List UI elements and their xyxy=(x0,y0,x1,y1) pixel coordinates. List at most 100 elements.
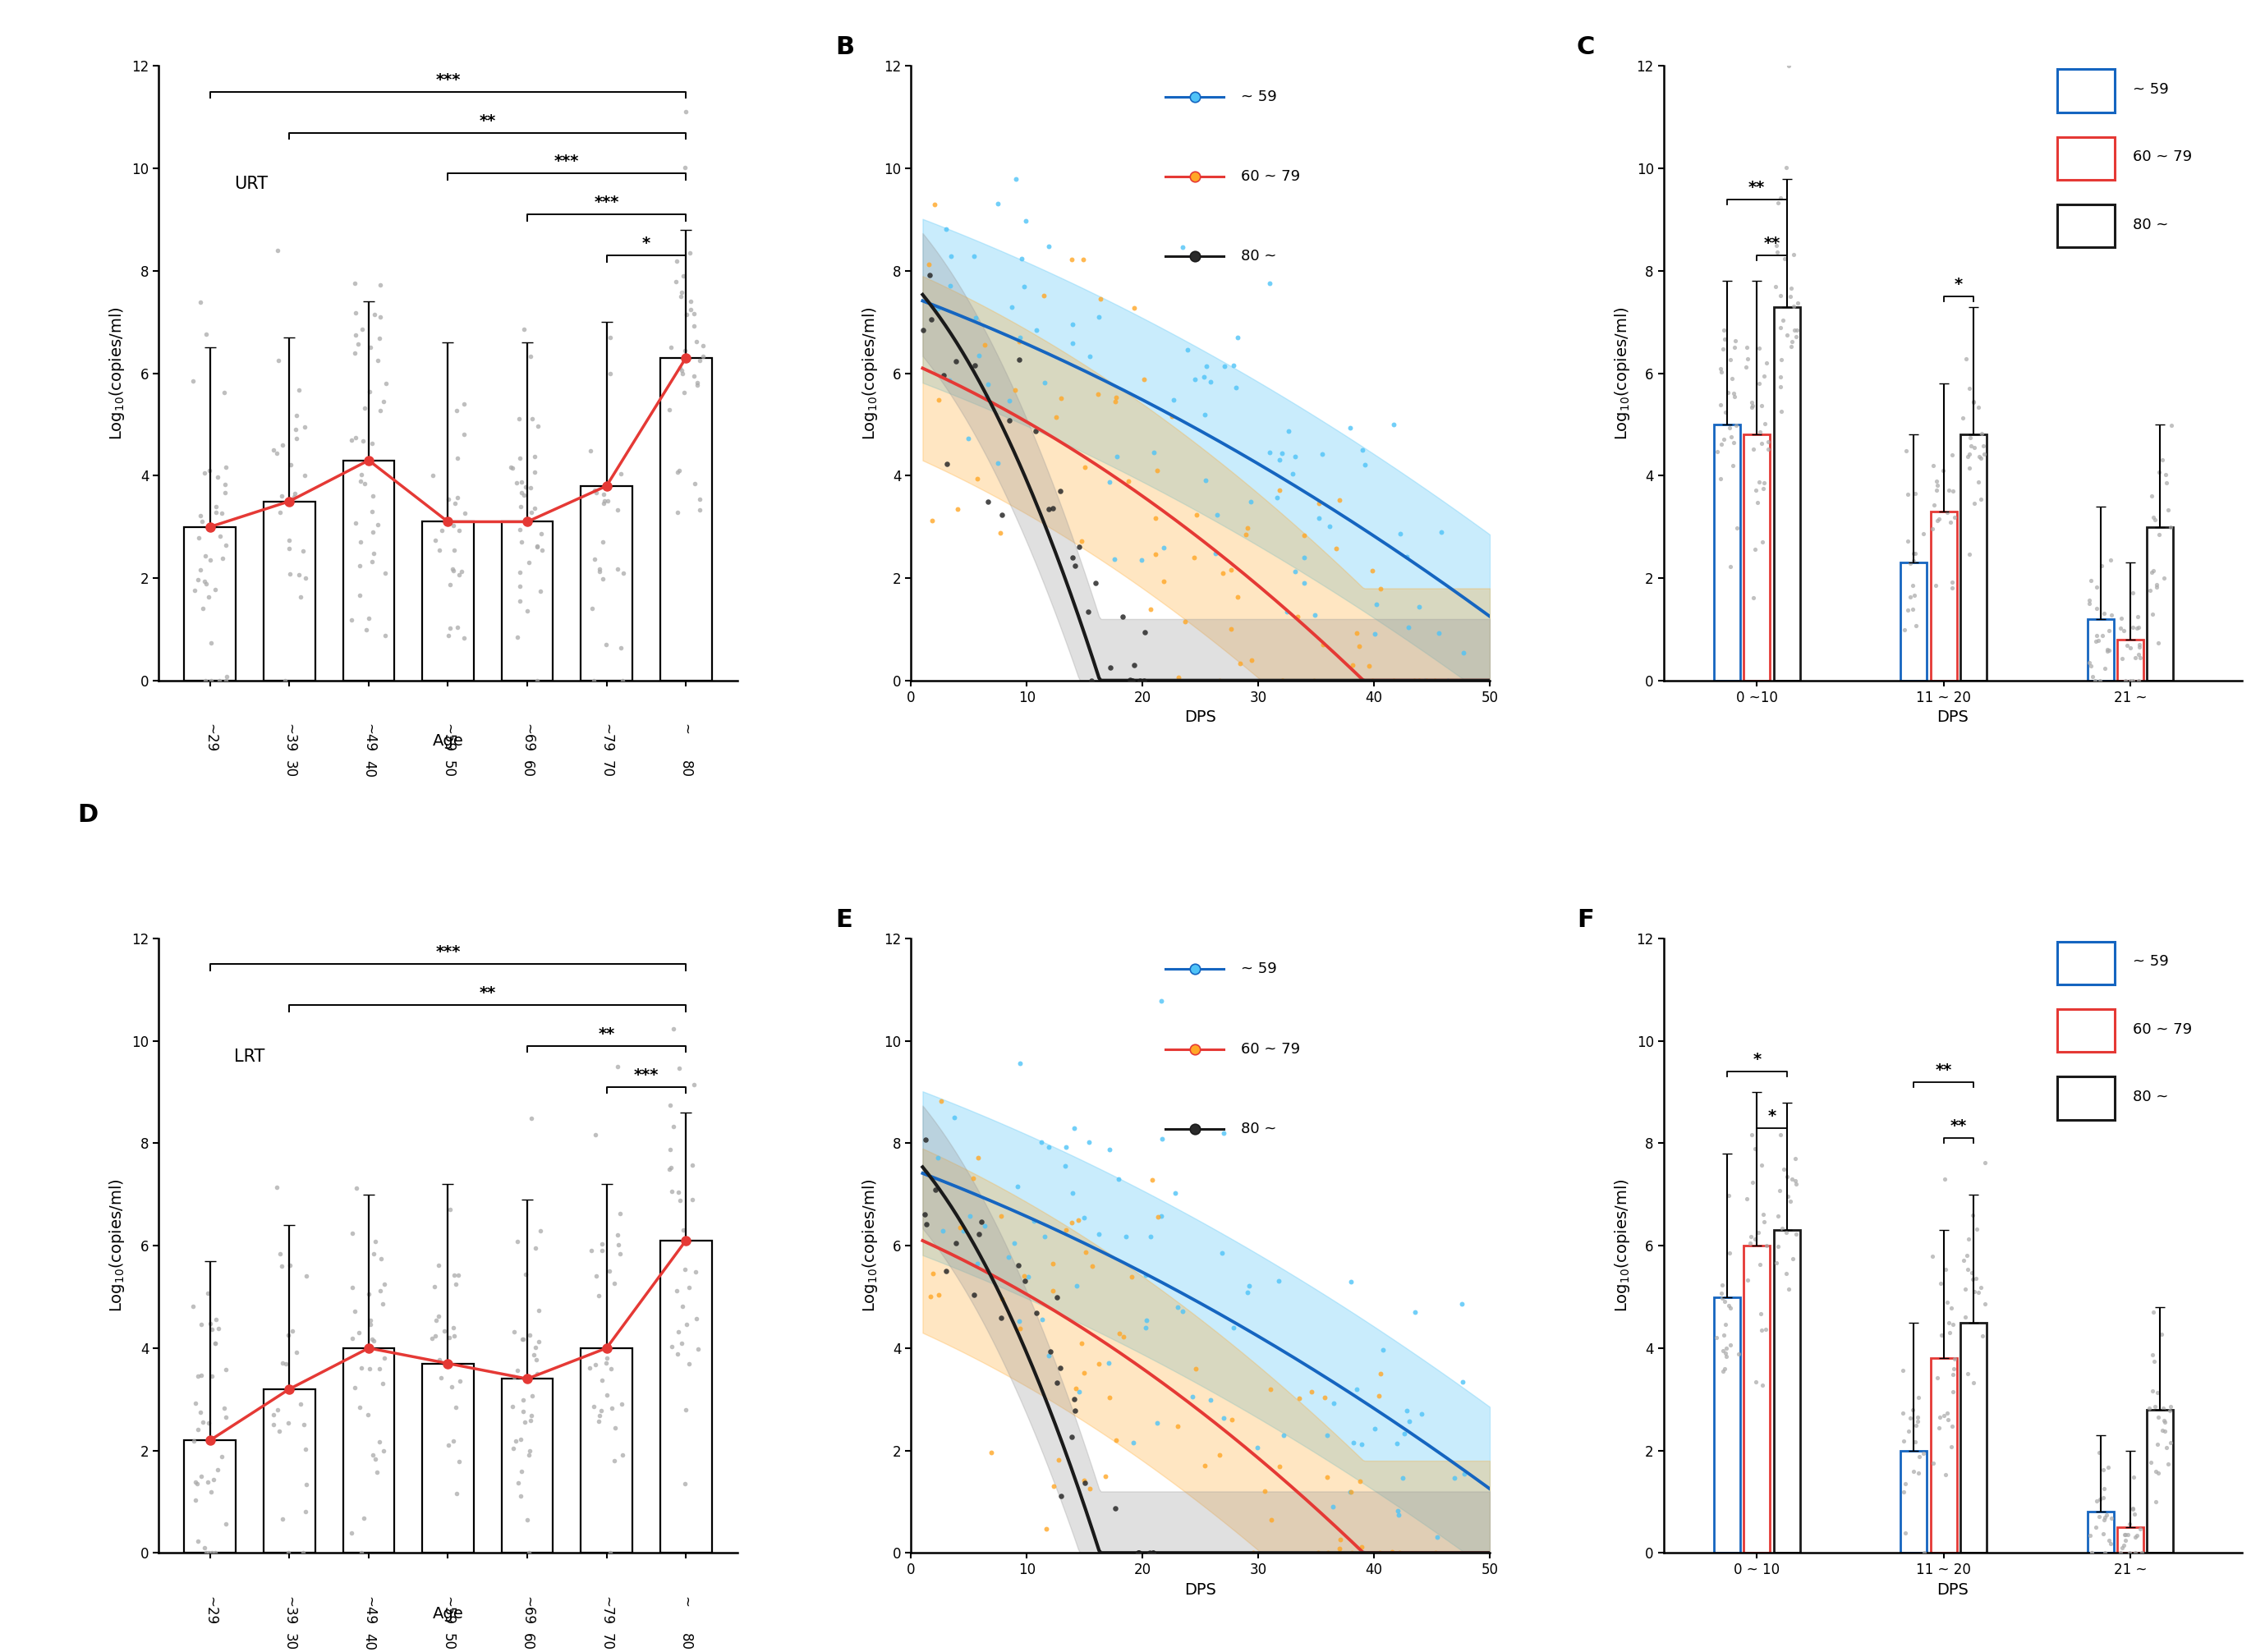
Point xyxy=(967,1213,1003,1239)
Point xyxy=(265,431,301,458)
Point xyxy=(1348,669,1384,695)
Y-axis label: Log$_{10}$(copies/ml): Log$_{10}$(copies/ml) xyxy=(109,1180,127,1312)
Point xyxy=(362,325,399,352)
Point xyxy=(270,1322,306,1348)
Point xyxy=(1712,425,1749,451)
Point xyxy=(1445,1460,1481,1487)
Point xyxy=(1375,411,1411,438)
Point xyxy=(1123,669,1160,695)
Point xyxy=(1762,1122,1798,1148)
Point xyxy=(668,99,704,126)
Point xyxy=(1015,669,1051,695)
Point xyxy=(1896,540,1932,567)
Point xyxy=(202,1315,238,1341)
Point xyxy=(181,1528,217,1555)
Point xyxy=(1961,1274,1998,1300)
Point xyxy=(1950,1226,1986,1252)
Point xyxy=(1114,1429,1151,1455)
Point xyxy=(1701,466,1737,492)
Point xyxy=(1015,1543,1051,1569)
Point xyxy=(1010,1264,1046,1290)
Point xyxy=(1730,1267,1767,1294)
Point xyxy=(342,582,378,608)
Point xyxy=(342,1355,378,1381)
Point xyxy=(1345,1540,1382,1566)
Point xyxy=(917,192,954,218)
Point xyxy=(1388,1398,1425,1424)
Point xyxy=(1144,988,1180,1014)
Bar xyxy=(1959,1323,1986,1553)
Point xyxy=(1137,540,1173,567)
Point xyxy=(193,1310,229,1336)
Bar xyxy=(263,501,315,681)
Point xyxy=(362,1356,399,1383)
Point xyxy=(2122,634,2159,661)
Point xyxy=(1950,1256,1986,1282)
Point xyxy=(1194,1386,1230,1412)
Point xyxy=(994,294,1031,320)
Text: LRT: LRT xyxy=(233,1049,265,1064)
Point xyxy=(362,396,399,423)
Point xyxy=(2134,1341,2170,1368)
Point xyxy=(1053,1424,1089,1450)
Point xyxy=(349,1403,385,1429)
Text: ~69: ~69 xyxy=(521,1596,535,1624)
Point xyxy=(2136,504,2172,530)
Point xyxy=(1067,454,1103,481)
Point xyxy=(523,537,559,563)
Point xyxy=(265,1505,301,1531)
Point xyxy=(1712,553,1749,580)
Point xyxy=(1001,324,1037,350)
Point xyxy=(1905,1540,1941,1566)
Point xyxy=(1300,491,1336,517)
Point xyxy=(1250,271,1287,297)
Point xyxy=(974,1439,1010,1465)
Point xyxy=(1031,1133,1067,1160)
Point xyxy=(512,550,548,577)
Point xyxy=(514,1403,550,1429)
Text: 60: 60 xyxy=(521,1632,535,1650)
Point xyxy=(1749,1232,1785,1259)
Point xyxy=(1710,1183,1746,1209)
Point xyxy=(1758,274,1794,301)
Point xyxy=(2070,586,2106,613)
Point xyxy=(417,1323,453,1350)
Point xyxy=(1751,436,1787,463)
Point xyxy=(2077,667,2113,694)
Point xyxy=(1719,1340,1755,1366)
Point xyxy=(589,631,625,657)
Point xyxy=(347,1505,383,1531)
Point xyxy=(1112,667,1148,694)
Point xyxy=(1264,667,1300,694)
Point xyxy=(1925,458,1961,484)
Point xyxy=(498,1427,535,1454)
Point xyxy=(1354,667,1391,694)
Point xyxy=(1126,667,1162,694)
Point xyxy=(969,489,1006,515)
Point xyxy=(673,240,709,266)
Point xyxy=(1046,1543,1083,1569)
Point xyxy=(1930,1289,1966,1315)
Point xyxy=(659,1279,695,1305)
Point xyxy=(1950,443,1986,469)
Point xyxy=(908,1158,945,1184)
Point xyxy=(1966,1290,2002,1317)
Point xyxy=(1742,335,1778,362)
Point xyxy=(1135,1166,1171,1193)
Point xyxy=(260,238,297,264)
Point xyxy=(421,1252,458,1279)
Point xyxy=(2134,1378,2170,1404)
Point xyxy=(1896,596,1932,623)
Point xyxy=(1031,1341,1067,1368)
Point xyxy=(967,332,1003,358)
Point xyxy=(1108,1222,1144,1249)
Point xyxy=(2086,600,2122,626)
Point xyxy=(2122,1515,2159,1541)
Point xyxy=(1157,669,1194,695)
Point xyxy=(1071,669,1108,695)
Point xyxy=(1898,1412,1934,1439)
Point xyxy=(652,334,689,360)
Point xyxy=(1015,1208,1051,1234)
Point xyxy=(2075,1540,2111,1566)
Point xyxy=(584,565,621,591)
